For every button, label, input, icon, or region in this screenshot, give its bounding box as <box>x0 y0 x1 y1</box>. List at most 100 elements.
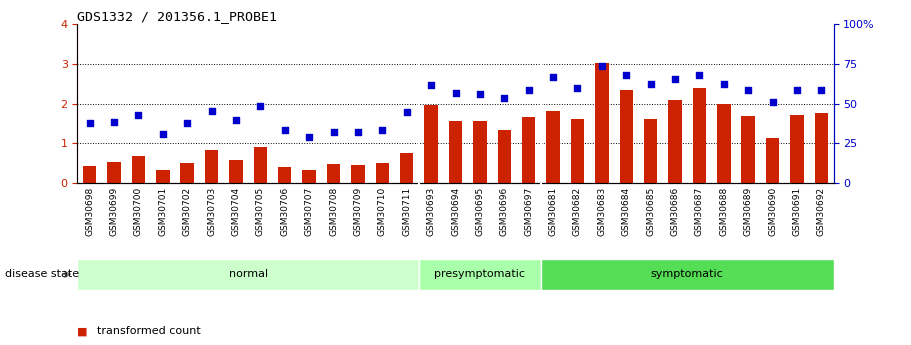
Bar <box>669 99 681 183</box>
Text: GSM30701: GSM30701 <box>159 187 168 236</box>
Point <box>179 120 194 125</box>
Text: disease state: disease state <box>5 269 78 279</box>
Point <box>497 96 512 101</box>
Bar <box>278 167 292 183</box>
Point <box>131 112 146 117</box>
Bar <box>742 116 755 183</box>
Text: GSM30710: GSM30710 <box>378 187 387 236</box>
Point <box>107 119 121 125</box>
Point <box>814 87 829 92</box>
Bar <box>352 165 364 183</box>
Text: GSM30700: GSM30700 <box>134 187 143 236</box>
Point <box>546 74 560 79</box>
Text: GDS1332 / 201356.1_PROBE1: GDS1332 / 201356.1_PROBE1 <box>77 10 278 23</box>
Text: GSM30694: GSM30694 <box>451 187 460 236</box>
Text: GSM30686: GSM30686 <box>670 187 680 236</box>
Bar <box>619 90 633 183</box>
Bar <box>449 121 462 183</box>
Bar <box>205 150 219 183</box>
Text: ■: ■ <box>77 326 88 336</box>
Bar <box>419 259 541 290</box>
Bar <box>327 164 340 183</box>
Point <box>204 109 219 114</box>
Point <box>717 81 732 87</box>
Point <box>619 72 633 78</box>
Point <box>521 87 536 92</box>
Point <box>229 117 243 123</box>
Point <box>741 87 755 92</box>
Point <box>595 63 609 69</box>
Text: GSM30696: GSM30696 <box>500 187 508 236</box>
Bar <box>790 115 804 183</box>
Text: GSM30709: GSM30709 <box>353 187 363 236</box>
Point <box>82 121 97 126</box>
Text: GSM30707: GSM30707 <box>304 187 313 236</box>
Text: GSM30702: GSM30702 <box>183 187 191 236</box>
Point <box>692 72 707 78</box>
Bar <box>497 130 511 183</box>
Point <box>448 90 463 96</box>
Point <box>326 129 341 135</box>
Text: symptomatic: symptomatic <box>650 269 723 279</box>
Bar <box>132 156 145 183</box>
Point <box>643 81 658 87</box>
Bar <box>302 170 316 183</box>
Bar <box>230 160 242 183</box>
Text: GSM30708: GSM30708 <box>329 187 338 236</box>
Bar <box>547 111 559 183</box>
Text: GSM30688: GSM30688 <box>720 187 728 236</box>
Text: GSM30703: GSM30703 <box>207 187 216 236</box>
Bar <box>595 63 609 183</box>
Text: GSM30697: GSM30697 <box>524 187 533 236</box>
Point <box>351 130 365 135</box>
Text: GSM30684: GSM30684 <box>621 187 630 236</box>
Text: GSM30711: GSM30711 <box>403 187 411 236</box>
Text: GSM30691: GSM30691 <box>793 187 802 236</box>
Point <box>570 86 585 91</box>
Text: GSM30685: GSM30685 <box>646 187 655 236</box>
Text: GSM30689: GSM30689 <box>743 187 752 236</box>
Text: GSM30681: GSM30681 <box>548 187 558 236</box>
Bar <box>77 259 419 290</box>
Point <box>278 128 292 133</box>
Text: GSM30695: GSM30695 <box>476 187 485 236</box>
Point <box>302 135 316 140</box>
Bar <box>425 106 438 183</box>
Text: GSM30698: GSM30698 <box>85 187 94 236</box>
Text: GSM30683: GSM30683 <box>598 187 607 236</box>
Bar <box>541 259 834 290</box>
Point <box>253 104 268 109</box>
Bar <box>473 121 486 183</box>
Point <box>156 132 170 137</box>
Text: GSM30682: GSM30682 <box>573 187 582 236</box>
Bar <box>156 170 169 183</box>
Point <box>424 82 438 88</box>
Bar <box>522 117 536 183</box>
Bar <box>644 119 658 183</box>
Text: GSM30687: GSM30687 <box>695 187 704 236</box>
Bar <box>253 147 267 183</box>
Point <box>790 87 804 92</box>
Point <box>765 99 780 104</box>
Point <box>375 127 390 133</box>
Text: GSM30690: GSM30690 <box>768 187 777 236</box>
Text: GSM30704: GSM30704 <box>231 187 241 236</box>
Bar <box>180 163 194 183</box>
Bar <box>766 138 779 183</box>
Bar <box>717 104 731 183</box>
Bar <box>83 166 97 183</box>
Text: GSM30699: GSM30699 <box>109 187 118 236</box>
Text: normal: normal <box>229 269 268 279</box>
Text: GSM30693: GSM30693 <box>426 187 435 236</box>
Point <box>668 76 682 82</box>
Bar <box>571 119 584 183</box>
Text: GSM30706: GSM30706 <box>281 187 290 236</box>
Text: transformed count: transformed count <box>97 326 201 336</box>
Text: GSM30705: GSM30705 <box>256 187 265 236</box>
Text: presymptomatic: presymptomatic <box>435 269 526 279</box>
Text: GSM30692: GSM30692 <box>817 187 826 236</box>
Point <box>473 91 487 96</box>
Point <box>399 109 414 115</box>
Bar <box>107 162 121 183</box>
Bar <box>692 88 706 183</box>
